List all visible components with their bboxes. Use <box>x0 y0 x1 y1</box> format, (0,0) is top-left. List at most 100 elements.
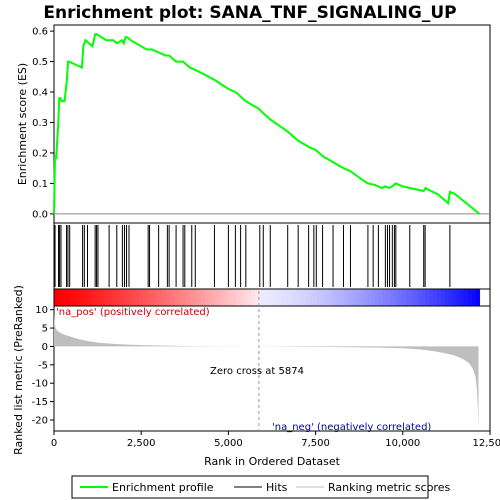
color-bar-segment <box>467 289 473 306</box>
color-bar-segment <box>375 289 380 306</box>
color-bar-segment <box>390 289 395 306</box>
color-bar-segment <box>61 289 67 306</box>
color-bar-segment <box>104 289 109 306</box>
metric-y-tick-label: -10 <box>32 379 48 390</box>
x-tick-label: 12,500 <box>473 438 500 449</box>
color-bar-segment <box>386 289 392 306</box>
color-bar-segment <box>65 289 70 306</box>
color-bar-segment <box>394 289 399 306</box>
color-bar-segment <box>313 289 318 306</box>
color-bar-segment <box>475 289 481 306</box>
pos-label: 'na_pos' (positively correlated) <box>56 307 210 318</box>
color-bar-segment <box>259 289 264 306</box>
color-bar-segment <box>282 289 287 306</box>
color-bar-segment <box>216 289 221 306</box>
color-bar-segment <box>201 289 206 306</box>
color-bar-segment <box>150 289 156 306</box>
hits-marks <box>54 225 451 287</box>
color-bar-segment <box>317 289 322 306</box>
color-bar-segment <box>57 289 63 306</box>
color-bar-segment <box>123 289 129 306</box>
metric-panel <box>53 305 491 432</box>
legend-profile-label: Enrichment profile <box>112 481 214 494</box>
color-bar-segment <box>239 289 245 306</box>
color-bar-segment <box>135 289 140 306</box>
color-bar-segment <box>224 289 229 306</box>
color-bar-segment <box>220 289 225 306</box>
color-bar-segment <box>371 289 376 306</box>
rank-color-bar <box>54 289 481 306</box>
color-bar-segment <box>324 289 330 306</box>
es-y-tick-label: 0.4 <box>32 88 48 99</box>
color-bar-segment <box>452 289 457 306</box>
color-bar-segment <box>464 289 469 306</box>
color-bar-segment <box>289 289 295 306</box>
es-y-label: Enrichment score (ES) <box>16 63 29 185</box>
color-bar-segment <box>262 289 268 306</box>
metric-y-label: Ranked list metric (PreRanked) <box>12 285 25 455</box>
color-bar-segment <box>278 289 283 306</box>
color-bar-segment <box>286 289 291 306</box>
color-bar-segment <box>444 289 450 306</box>
metric-y-tick-label: 0 <box>42 342 48 353</box>
color-bar-segment <box>351 289 357 306</box>
color-bar-segment <box>54 289 59 306</box>
color-bar-segment <box>185 289 190 306</box>
color-bar-segment <box>212 289 217 306</box>
x-tick-label: 10,000 <box>385 438 420 449</box>
color-bar-segment <box>255 289 260 306</box>
color-bar-segment <box>402 289 407 306</box>
color-bar-segment <box>471 289 477 306</box>
color-bar-segment <box>73 289 78 306</box>
color-bar-segment <box>158 289 163 306</box>
color-bar-segment <box>425 289 430 306</box>
color-bar-segment <box>139 289 144 306</box>
x-tick-label: 5,000 <box>214 438 243 449</box>
x-tick-label: 7,500 <box>301 438 330 449</box>
metric-y-tick-label: -5 <box>38 360 48 371</box>
metric-y-tick-label: 10 <box>35 305 48 316</box>
es-y-axis: 0.0 0.1 0.2 0.3 0.4 0.5 0.6 <box>32 27 54 220</box>
color-bar-segment <box>189 289 194 306</box>
metric-y-tick-label: -20 <box>32 415 48 426</box>
metric-y-tick-label: 5 <box>42 324 48 335</box>
color-bar-segment <box>181 289 187 306</box>
color-bar-segment <box>297 289 303 306</box>
color-bar-segment <box>355 289 361 306</box>
color-bar-segment <box>208 289 214 306</box>
color-bar-segment <box>448 289 453 306</box>
color-bar-segment <box>406 289 411 306</box>
color-bar-segment <box>409 289 415 306</box>
color-bar-segment <box>348 289 353 306</box>
color-bar-segment <box>154 289 159 306</box>
color-bar-segment <box>274 289 279 306</box>
color-bar-segment <box>193 289 198 306</box>
color-bar-segment <box>119 289 125 306</box>
color-bar-segment <box>88 289 94 306</box>
color-bar-segment <box>320 289 326 306</box>
color-bar-segment <box>177 289 183 306</box>
es-y-tick-label: 0.1 <box>32 179 48 190</box>
color-bar-segment <box>398 289 403 306</box>
color-bar-segment <box>332 289 337 306</box>
color-bar-segment <box>417 289 423 306</box>
color-bar-segment <box>69 289 74 306</box>
color-bar-segment <box>81 289 86 306</box>
color-bar-segment <box>328 289 334 306</box>
color-bar-segment <box>433 289 438 306</box>
color-bar-segment <box>173 289 179 306</box>
color-bar-segment <box>231 289 237 306</box>
color-bar-segment <box>162 289 167 306</box>
color-bar-segment <box>228 289 233 306</box>
color-bar-segment <box>359 289 364 306</box>
legend-hits-label: Hits <box>266 481 288 494</box>
color-bar-segment <box>270 289 276 306</box>
neg-label: 'na_neg' (negatively correlated) <box>272 422 431 433</box>
color-bar-segment <box>77 289 82 306</box>
color-bar-segment <box>247 289 252 306</box>
color-bar-segment <box>115 289 121 306</box>
color-bar-segment <box>305 289 310 306</box>
color-bar-segment <box>204 289 210 306</box>
es-y-tick-label: 0.3 <box>32 118 48 129</box>
color-bar-segment <box>84 289 90 306</box>
